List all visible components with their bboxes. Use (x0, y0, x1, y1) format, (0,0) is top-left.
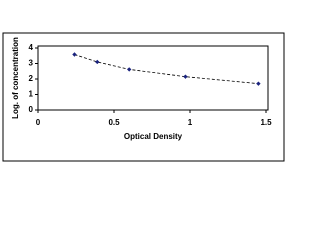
point (127, 67, 132, 72)
y-tick-label: 4 (29, 43, 34, 52)
fit-line (74, 54, 259, 85)
point (95, 59, 100, 65)
y-tick-label: 2 (29, 74, 34, 83)
y-tick-label: 0 (29, 105, 34, 114)
plot-frame (37, 45, 269, 111)
y-tick-label: 3 (29, 59, 34, 68)
point (183, 74, 188, 79)
x-axis-label: Optical Density (124, 132, 183, 141)
point (256, 81, 261, 86)
page: Optical Density Log. of concentration 0 1… (2, 32, 285, 162)
outer-frame (2, 32, 285, 162)
x-tick-label: 0.5 (108, 118, 120, 127)
chart: Optical Density Log. of concentration 0 1… (2, 32, 285, 162)
x-tick-label: 1 (188, 118, 193, 127)
y-tick-label: 1 (29, 90, 34, 99)
x-tick-label: 0 (36, 118, 41, 127)
x-tick-label: 1.5 (260, 118, 272, 127)
y-axis-label: Log. of concentration (11, 37, 20, 119)
point (72, 52, 77, 57)
